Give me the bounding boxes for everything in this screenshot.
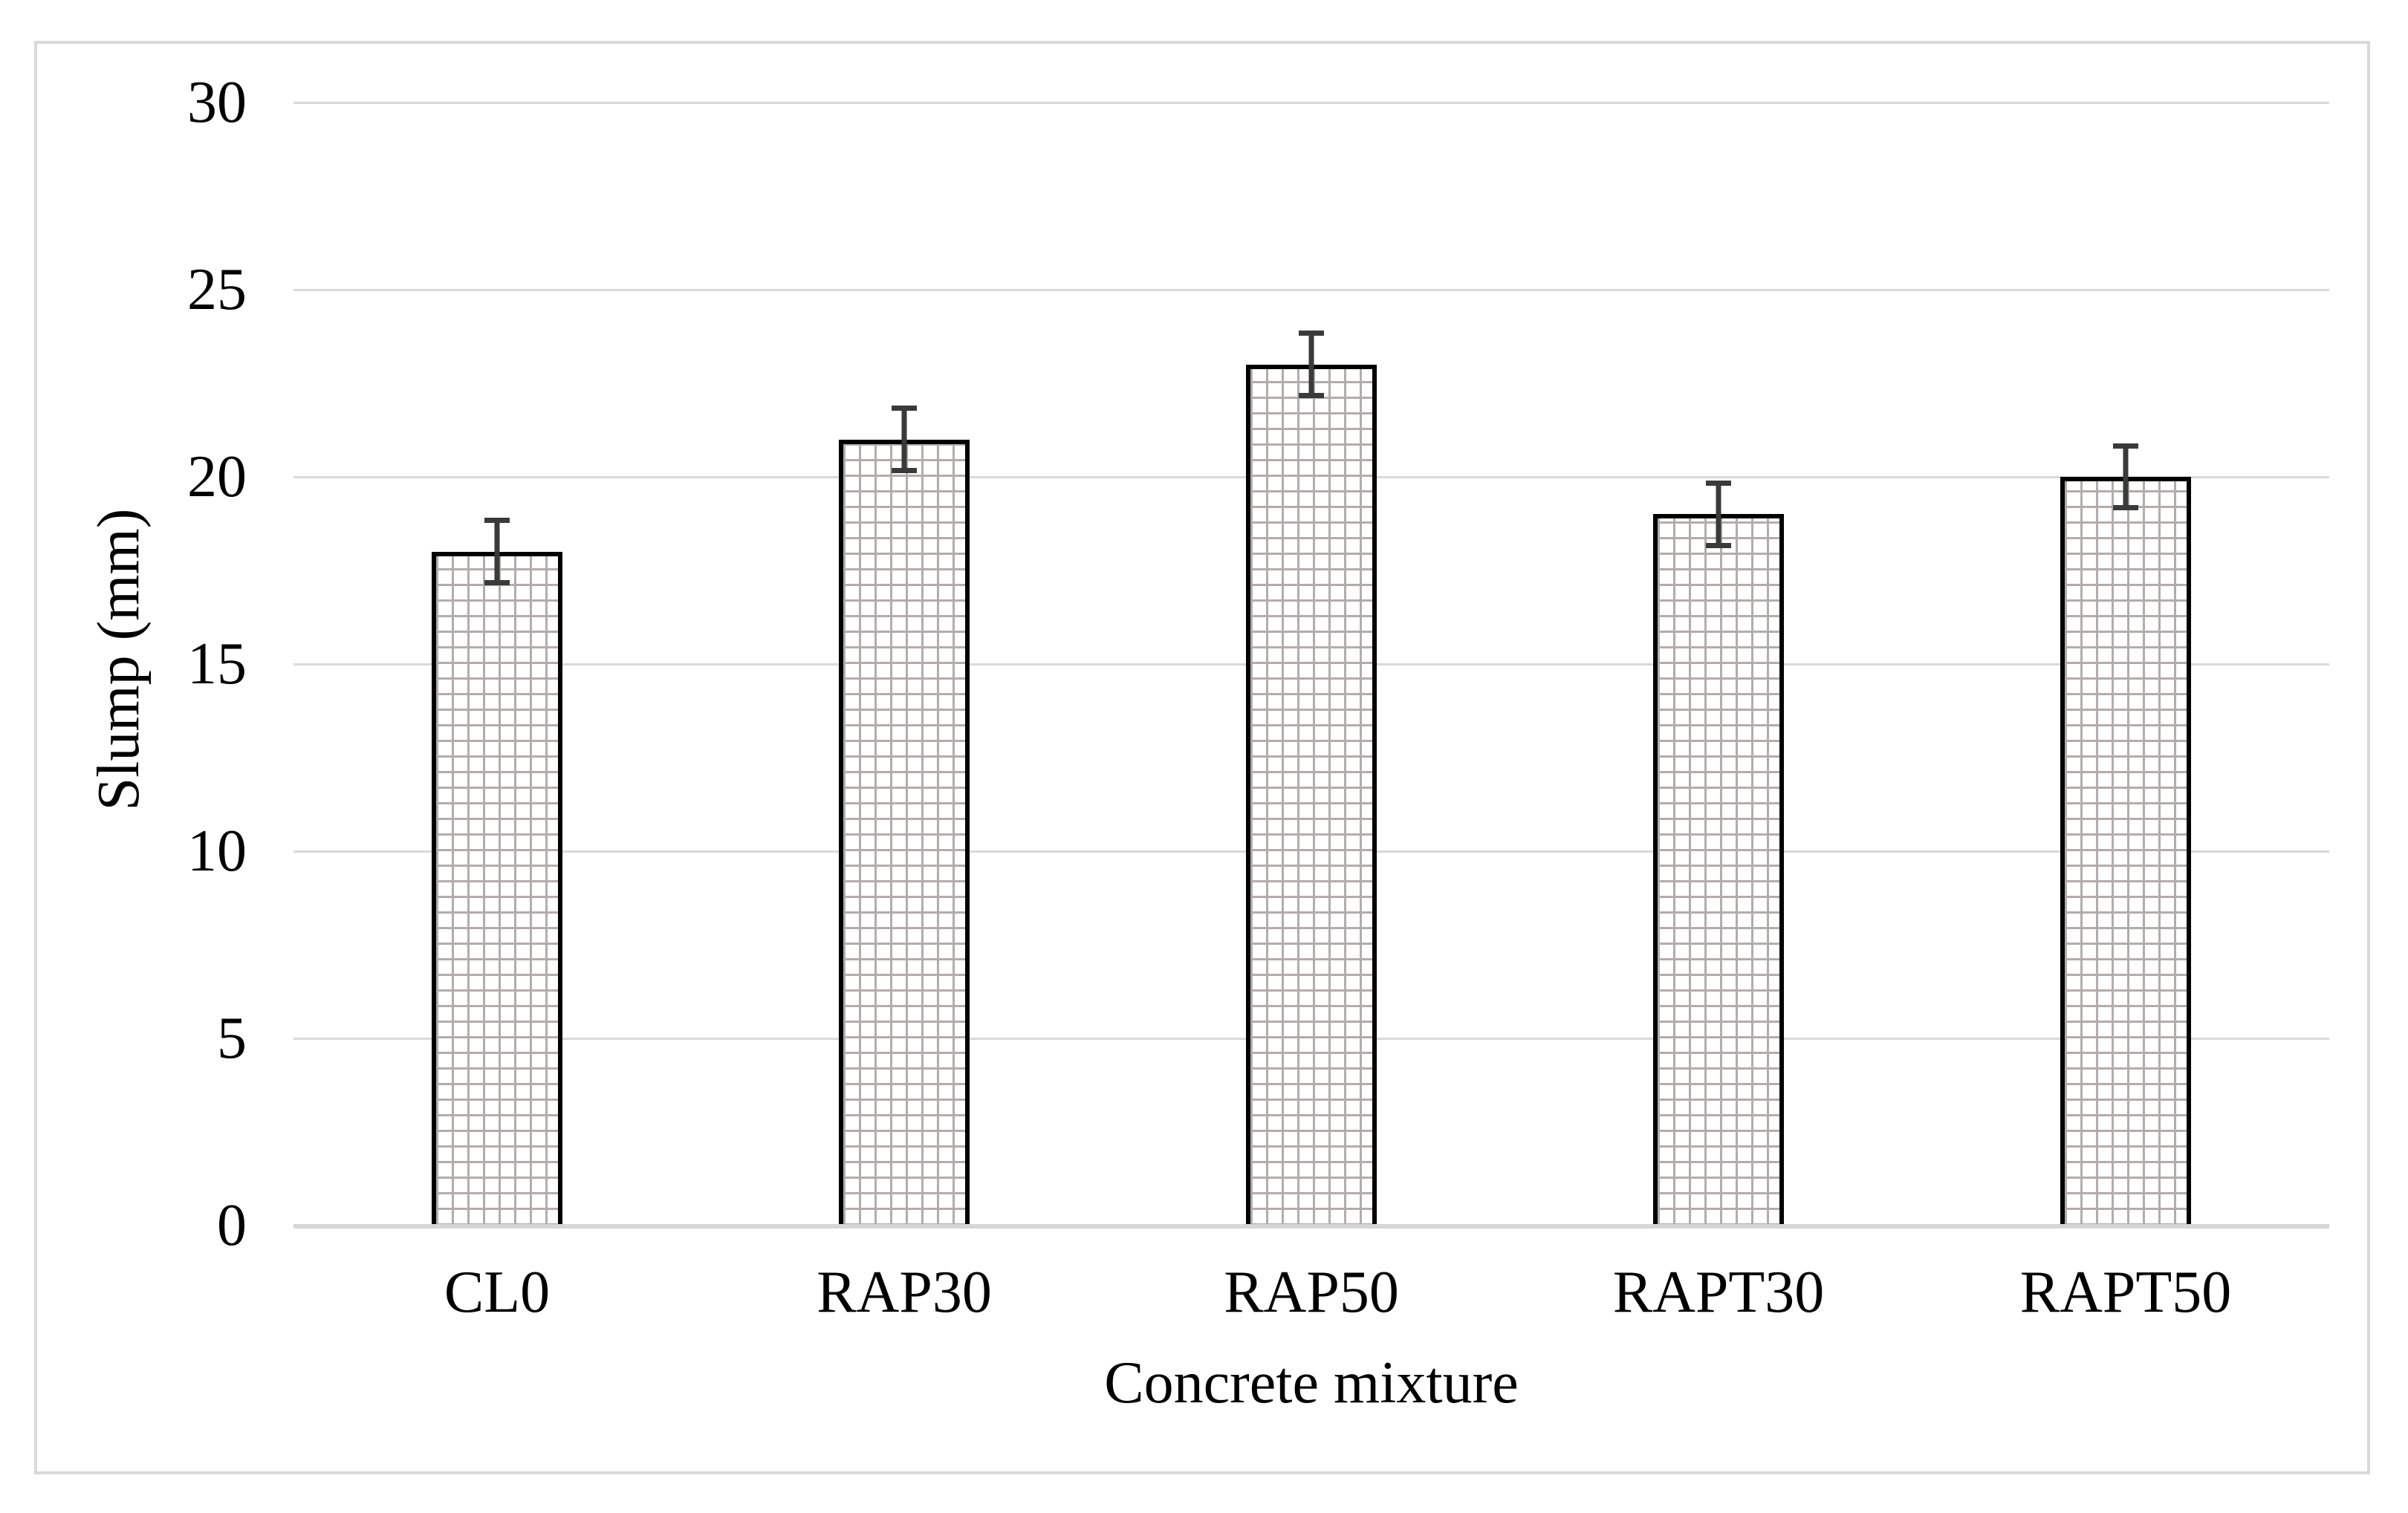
error-bar-cap [1706, 542, 1731, 548]
x-tick-label-rapt50: RAPT50 [2019, 1260, 2232, 1325]
error-bar-cap [2113, 505, 2138, 511]
y-tick-label-25: 25 [187, 257, 247, 322]
x-axis-line [293, 1224, 2329, 1229]
bar-rapt50 [2060, 477, 2191, 1226]
error-bar-cap [2113, 443, 2138, 449]
bar-cl0 [432, 551, 562, 1226]
error-bar-line [901, 406, 907, 473]
bar-rap50 [1246, 364, 1377, 1226]
y-tick-label-30: 30 [187, 70, 247, 135]
error-bar-cap [892, 467, 917, 473]
error-bar-rap30 [892, 406, 917, 473]
bar-rap30 [839, 439, 970, 1226]
gridline-25 [293, 289, 2329, 291]
x-tick-label-rap30: RAP30 [817, 1260, 992, 1325]
x-tick-label-rap50: RAP50 [1224, 1260, 1399, 1325]
x-tick-label-cl0: CL0 [444, 1260, 551, 1325]
error-bar-cl0 [484, 518, 510, 586]
error-bar-line [1716, 481, 1721, 548]
y-tick-label-20: 20 [187, 444, 247, 510]
y-tick-label-5: 5 [217, 1006, 247, 1071]
error-bar-rapt30 [1706, 481, 1731, 548]
y-tick-label-10: 10 [187, 819, 247, 884]
error-bar-cap [1299, 331, 1324, 336]
x-axis-title: Concrete mixture [1104, 1350, 1519, 1416]
error-bar-line [1308, 331, 1314, 399]
y-tick-label-15: 15 [187, 631, 247, 697]
error-bar-cap [1706, 481, 1731, 487]
bar-rapt30 [1653, 514, 1784, 1226]
error-bar-line [2123, 443, 2129, 511]
error-bar-cap [484, 580, 510, 586]
x-tick-label-rapt30: RAPT30 [1612, 1260, 1825, 1325]
error-bar-cap [1299, 393, 1324, 399]
y-tick-label-0: 0 [217, 1193, 247, 1258]
error-bar-cap [892, 406, 917, 411]
error-bar-line [494, 518, 500, 586]
gridline-30 [293, 102, 2329, 104]
error-bar-rapt50 [2113, 443, 2138, 511]
error-bar-rap50 [1299, 331, 1324, 399]
error-bar-cap [484, 518, 510, 524]
chart-frame [34, 41, 2370, 1474]
